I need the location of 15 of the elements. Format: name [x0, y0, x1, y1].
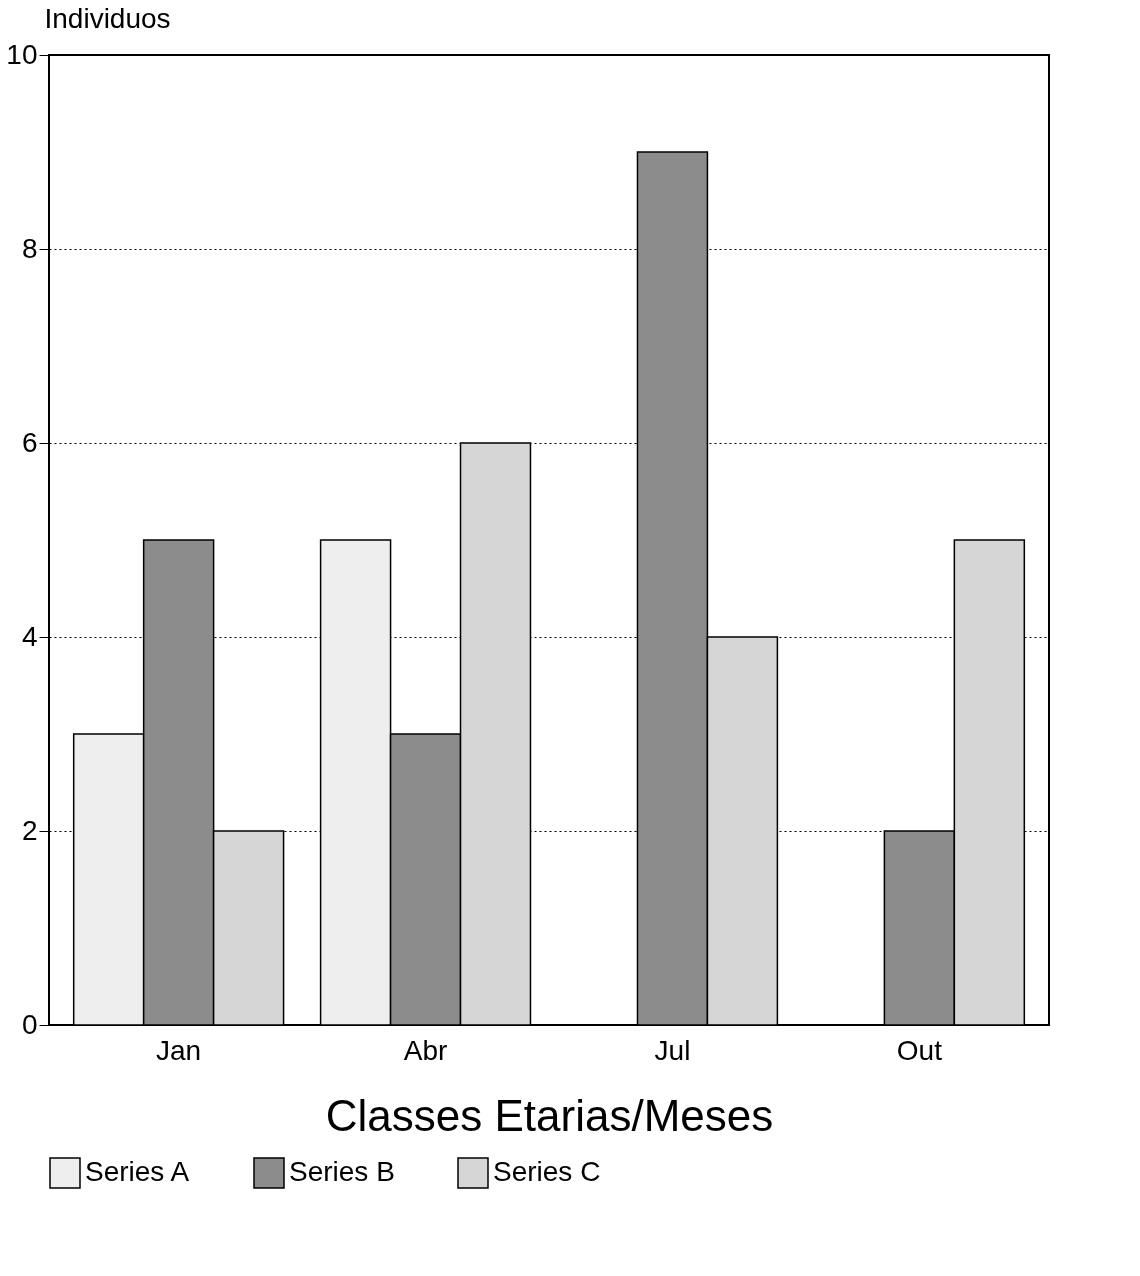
y-tick-label: 0	[21, 1008, 38, 1040]
x-axis-title: Classes Etarias/Meses	[325, 1090, 774, 1140]
x-tick-label: Jul	[654, 1034, 691, 1066]
x-tick-label: Out	[896, 1034, 943, 1066]
y-tick-label: 8	[21, 232, 38, 264]
legend-label: Series C	[493, 1156, 601, 1187]
x-tick-label: Abr	[403, 1034, 448, 1066]
x-tick-label: Jan	[156, 1034, 202, 1066]
legend-label: Series B	[289, 1156, 395, 1187]
y-tick-label: 2	[21, 814, 38, 846]
y-axis-title: Individuos	[44, 2, 171, 34]
legend-label: Series A	[85, 1156, 190, 1187]
y-tick-label: 10	[6, 38, 38, 70]
y-tick-label: 4	[21, 620, 38, 652]
y-tick-label: 6	[21, 426, 38, 458]
